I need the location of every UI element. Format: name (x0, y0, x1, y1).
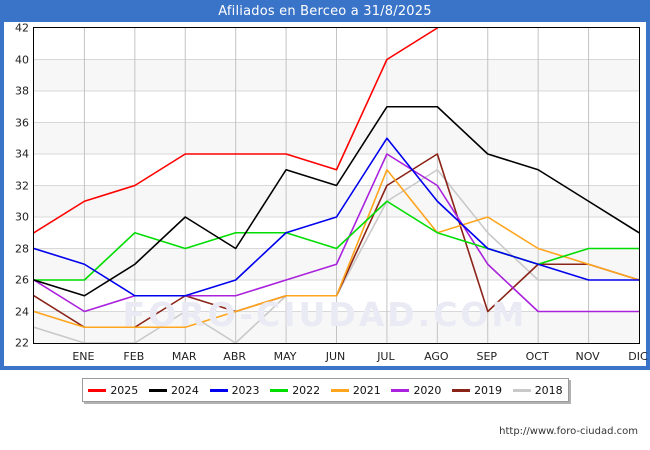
page-title: Afiliados en Berceo a 31/8/2025 (218, 3, 432, 19)
y-axis-tick-label: 28 (15, 242, 29, 255)
legend-item-2018[interactable]: 2018 (512, 383, 563, 397)
source-url: http://www.foro-ciudad.com (499, 426, 638, 437)
window-frame-bottom (0, 366, 650, 370)
y-axis-tick-label: 38 (15, 84, 29, 98)
x-axis-tick-label: AGO (424, 350, 449, 363)
x-axis-labels: ENE FEB MAR ABR MAY JUN JUL AGO SEP OCT NOV DIC (33, 346, 647, 366)
legend-swatch-icon (209, 388, 228, 392)
legend-swatch-icon (270, 388, 289, 392)
y-axis-tick-label: 34 (15, 147, 29, 161)
x-axis-tick-label: MAR (171, 350, 197, 363)
y-axis-labels: 22 24 26 28 30 32 34 36 38 40 42 (4, 22, 33, 352)
legend-label: 2023 (231, 383, 260, 397)
plot-canvas (33, 27, 640, 344)
legend-label: 2025 (110, 383, 139, 397)
legend-swatch-icon (391, 388, 410, 392)
line-chart-svg (34, 28, 639, 343)
y-axis-tick-label: 30 (15, 210, 29, 224)
legend-swatch-icon (88, 388, 107, 392)
x-axis-tick-label: OCT (525, 350, 549, 363)
y-axis-tick-label: 42 (15, 21, 29, 35)
legend-item-2024[interactable]: 2024 (148, 383, 199, 397)
legend-swatch-icon (148, 388, 167, 392)
legend-swatch-icon (452, 388, 471, 392)
legend-label: 2019 (474, 383, 503, 397)
x-axis-tick-label: FEB (123, 350, 145, 363)
x-axis-tick-label: MAY (273, 350, 297, 363)
legend-item-2021[interactable]: 2021 (330, 383, 381, 397)
window-frame-right (646, 22, 650, 370)
legend-item-2020[interactable]: 2020 (391, 384, 441, 397)
legend-label: 2018 (534, 383, 563, 397)
y-axis-tick-label: 40 (15, 53, 29, 66)
y-axis-tick-label: 36 (15, 116, 29, 129)
x-axis-tick-label: NOV (575, 350, 600, 363)
legend-item-2022[interactable]: 2022 (270, 384, 320, 397)
legend-swatch-icon (330, 388, 349, 392)
legend-item-2019[interactable]: 2019 (452, 384, 502, 397)
chart-area: 22 24 26 28 30 32 34 36 38 40 42 ENE FEB MAR ABR MAY JU… (4, 22, 648, 366)
x-axis-tick-label: SEP (476, 350, 498, 363)
x-axis-tick-label: ENE (72, 350, 95, 363)
legend-label: 2020 (413, 383, 442, 397)
x-axis-tick-label: JUL (377, 350, 395, 363)
legend-item-2025[interactable]: 2025 (88, 384, 138, 397)
x-axis-tick-label: JUN (325, 350, 346, 363)
y-axis-tick-label: 26 (15, 273, 29, 287)
x-axis-tick-label: DIC (628, 350, 648, 363)
legend-item-2023[interactable]: 2023 (209, 383, 260, 397)
y-axis-tick-label: 22 (15, 336, 29, 350)
y-axis-tick-label: 32 (15, 179, 29, 192)
chart-legend: 2025 2024 2023 2022 2021 2020 2019 2018 (82, 378, 569, 402)
legend-label: 2022 (292, 383, 321, 397)
x-axis-tick-label: ABR (223, 350, 247, 363)
legend-label: 2024 (170, 383, 199, 397)
y-axis-tick-label: 24 (15, 305, 29, 318)
window-title-bar: Afiliados en Berceo a 31/8/2025 (0, 0, 650, 22)
legend-label: 2021 (352, 383, 381, 397)
window-frame-left (0, 22, 4, 370)
legend-swatch-icon (512, 388, 531, 392)
